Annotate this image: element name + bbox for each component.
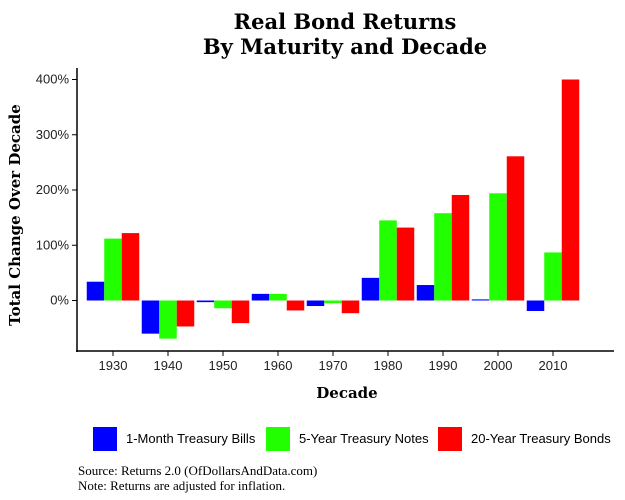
legend-swatch [93, 427, 117, 451]
x-tick-label: 1980 [374, 358, 403, 373]
y-tick-label: 300% [36, 127, 70, 142]
bar-1960-series-0 [251, 293, 270, 301]
bar-1930-series-1 [104, 238, 122, 301]
bar-1940-series-2 [176, 300, 195, 327]
x-axis-label: Decade [316, 384, 377, 402]
x-tick-label: 1950 [209, 358, 238, 373]
bar-2000-series-0 [471, 299, 490, 301]
bar-1990-series-2 [451, 194, 470, 301]
y-tick-label: 100% [36, 237, 70, 252]
bar-1950-series-0 [196, 300, 215, 303]
bar-1930-series-2 [121, 233, 140, 301]
y-tick-label: 400% [36, 72, 70, 87]
y-axis-label: Total Change Over Decade [6, 104, 24, 326]
bar-2000-series-2 [506, 156, 525, 301]
x-tick-label: 1960 [264, 358, 293, 373]
x-tick-label: 2010 [539, 358, 568, 373]
bar-1980-series-1 [379, 220, 397, 301]
bar-1950-series-2 [231, 300, 250, 324]
bar-2010-series-0 [526, 300, 545, 311]
legend-label: 5-Year Treasury Notes [299, 431, 429, 446]
legend-swatch [438, 427, 462, 451]
bar-1930-series-0 [86, 281, 105, 301]
bar-1980-series-0 [361, 277, 380, 301]
bar-1970-series-2 [341, 300, 360, 314]
x-tick-label: 2000 [484, 358, 513, 373]
bar-2010-series-1 [544, 252, 562, 301]
x-tick-label: 1990 [429, 358, 458, 373]
bar-1940-series-1 [159, 300, 177, 339]
chart-title: Real Bond Returns [234, 9, 457, 34]
bar-1990-series-1 [434, 213, 452, 301]
legend-label: 1-Month Treasury Bills [126, 431, 256, 446]
legend-label: 20-Year Treasury Bonds [471, 431, 611, 446]
bar-2000-series-1 [489, 193, 507, 301]
bar-1940-series-0 [141, 300, 160, 334]
y-tick-label: 0% [50, 293, 69, 308]
x-tick-label: 1930 [99, 358, 128, 373]
inflation-note: Note: Returns are adjusted for inflation… [78, 478, 285, 493]
bar-1960-series-1 [269, 293, 287, 301]
x-tick-label: 1970 [319, 358, 348, 373]
chart-subtitle: By Maturity and Decade [203, 34, 487, 59]
bar-1960-series-2 [286, 300, 305, 311]
bar-2010-series-2 [561, 79, 580, 301]
bar-1950-series-1 [214, 300, 232, 309]
source-note: Source: Returns 2.0 (OfDollarsAndData.co… [78, 463, 317, 478]
y-tick-label: 200% [36, 182, 70, 197]
legend-swatch [266, 427, 290, 451]
bar-1990-series-0 [416, 285, 435, 301]
bar-1970-series-0 [306, 300, 325, 307]
x-tick-label: 1940 [154, 358, 183, 373]
bar-1970-series-1 [324, 300, 342, 304]
bar-1980-series-2 [396, 227, 415, 301]
